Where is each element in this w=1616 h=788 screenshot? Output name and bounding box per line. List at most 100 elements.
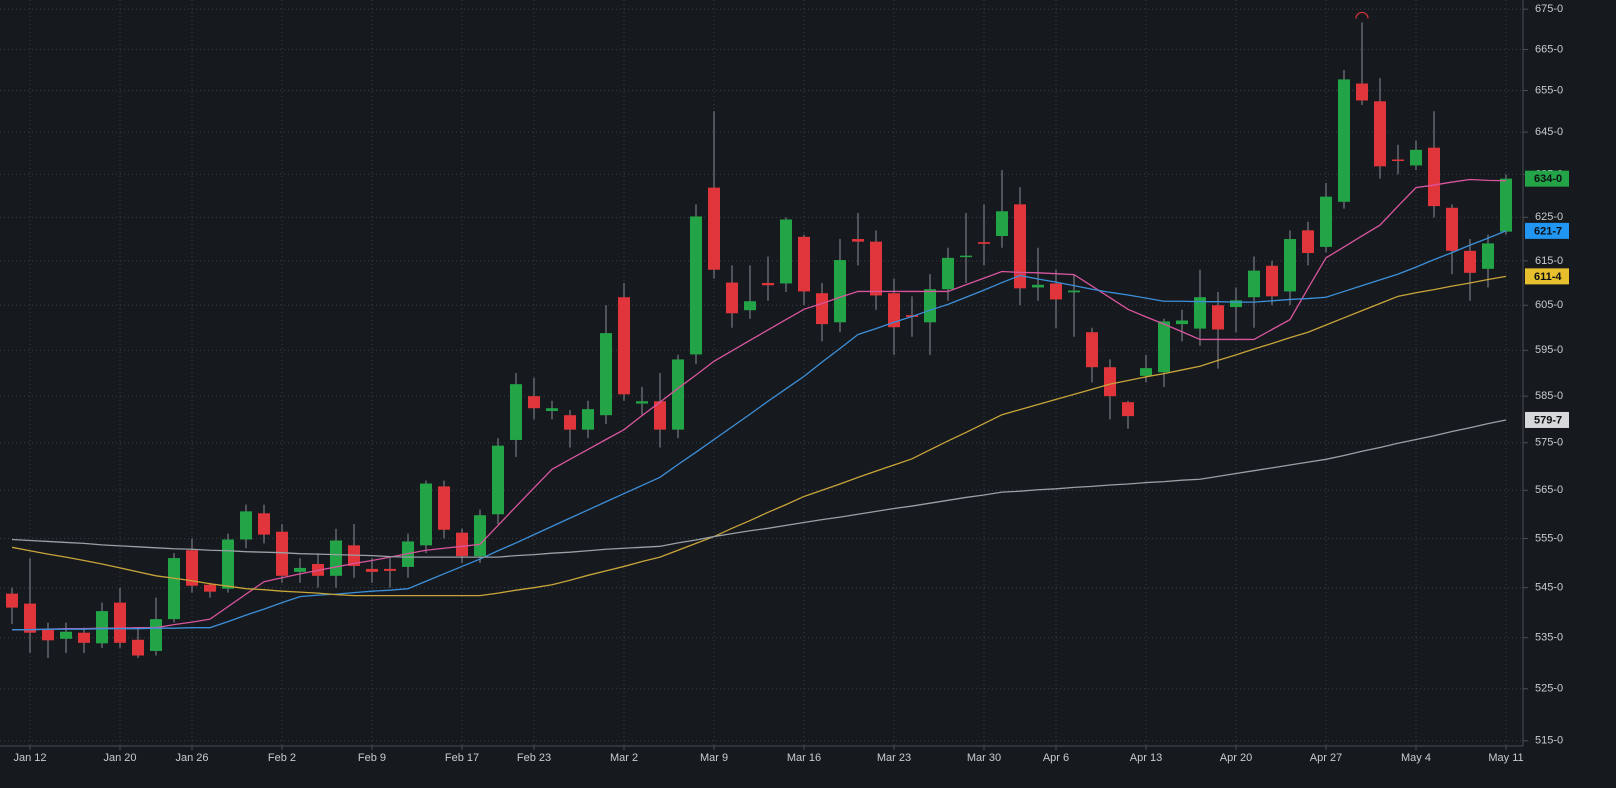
candle-body xyxy=(150,619,162,651)
candle-body xyxy=(618,297,630,395)
x-tick-label: Feb 23 xyxy=(517,752,551,764)
x-tick-label: Mar 30 xyxy=(967,752,1001,764)
x-tick-label: Mar 9 xyxy=(700,752,728,764)
candle-body xyxy=(1284,239,1296,292)
candle-body xyxy=(1230,300,1242,308)
candle-body xyxy=(888,293,900,328)
candle-body xyxy=(96,611,108,644)
candle-body xyxy=(1140,368,1152,376)
y-tick-label: 625-0 xyxy=(1535,211,1563,223)
candle-body xyxy=(564,415,576,430)
candle-body xyxy=(1086,332,1098,368)
moving-average-line xyxy=(11,275,1507,597)
candle-body xyxy=(384,568,396,571)
candle-body xyxy=(294,567,306,572)
candle-body xyxy=(1302,230,1314,254)
candle-body xyxy=(1068,290,1080,293)
candle-body xyxy=(330,540,342,576)
y-tick-label: 665-0 xyxy=(1535,43,1563,55)
candle-body xyxy=(780,219,792,284)
candle-body xyxy=(1122,402,1134,417)
candle-body xyxy=(1338,79,1350,202)
candle-body xyxy=(60,631,72,639)
x-tick-label: Apr 13 xyxy=(1130,752,1162,764)
candle-body xyxy=(1104,367,1116,397)
candle-body xyxy=(816,293,828,325)
candle-body xyxy=(600,333,612,416)
x-tick-label: Feb 2 xyxy=(268,752,296,764)
candle-body xyxy=(1464,250,1476,273)
candle-body xyxy=(528,396,540,409)
y-tick-label: 595-0 xyxy=(1535,344,1563,356)
candle-body xyxy=(636,401,648,404)
high-marker xyxy=(1355,11,1369,19)
candle-body xyxy=(582,409,594,430)
price-label-box xyxy=(1525,170,1569,187)
candle-body xyxy=(1356,83,1368,101)
x-tick-label: Mar 16 xyxy=(787,752,821,764)
x-tick-label: Jan 20 xyxy=(103,752,136,764)
candle-body xyxy=(78,632,90,643)
y-tick-label: 615-0 xyxy=(1535,255,1563,267)
price-label-box xyxy=(1525,222,1569,239)
candle-body xyxy=(1374,101,1386,167)
x-tick-label: May 11 xyxy=(1488,752,1523,764)
candle-body xyxy=(942,257,954,290)
candle-body xyxy=(1446,207,1458,251)
x-tick-label: Jan 26 xyxy=(175,752,208,764)
price-label: 634-0 xyxy=(1534,173,1562,185)
price-label-box xyxy=(1525,268,1569,285)
x-tick-label: Apr 6 xyxy=(1043,752,1069,764)
price-label: 579-7 xyxy=(1534,414,1562,426)
price-label-box xyxy=(1525,411,1569,428)
candle-body xyxy=(1050,283,1062,300)
candle-body xyxy=(1014,204,1026,289)
candle-body xyxy=(222,539,234,589)
candle-body xyxy=(546,408,558,411)
candle-body xyxy=(6,593,18,608)
y-tick-label: 565-0 xyxy=(1535,484,1563,496)
y-tick-label: 545-0 xyxy=(1535,582,1563,594)
x-tick-label: Apr 27 xyxy=(1310,752,1342,764)
y-tick-label: 535-0 xyxy=(1535,632,1563,644)
price-label: 611-4 xyxy=(1534,271,1562,283)
moving-average-line xyxy=(12,230,1507,631)
candle-body xyxy=(996,211,1008,236)
y-tick-label: 575-0 xyxy=(1535,437,1563,449)
candle-body xyxy=(870,241,882,296)
candle-body xyxy=(726,282,738,314)
y-tick-label: 555-0 xyxy=(1535,532,1563,544)
candle-body xyxy=(474,515,486,557)
y-tick-label: 655-0 xyxy=(1535,84,1563,96)
candle-body xyxy=(438,486,450,530)
y-tick-label: 515-0 xyxy=(1535,735,1563,747)
candle-body xyxy=(1158,321,1170,373)
candle-body xyxy=(510,384,522,440)
candle-body xyxy=(276,531,288,576)
y-tick-label: 645-0 xyxy=(1535,126,1563,138)
candle-body xyxy=(420,483,432,546)
moving-average-line xyxy=(11,419,1507,558)
candle-body xyxy=(240,511,252,540)
candle-body xyxy=(1032,284,1044,288)
x-tick-label: May 4 xyxy=(1401,752,1431,764)
candle-body xyxy=(456,532,468,557)
candle-body xyxy=(924,289,936,323)
candle-body xyxy=(204,584,216,592)
candle-body xyxy=(654,401,666,430)
candle-body xyxy=(744,301,756,311)
x-tick-label: Feb 17 xyxy=(445,752,479,764)
x-tick-label: Feb 9 xyxy=(358,752,386,764)
price-label: 621-7 xyxy=(1534,225,1562,237)
y-tick-label: 675-0 xyxy=(1535,3,1563,15)
y-tick-label: 605-0 xyxy=(1535,299,1563,311)
candle-body xyxy=(672,359,684,430)
candle-body xyxy=(690,216,702,355)
candle-body xyxy=(1266,265,1278,297)
candle-body xyxy=(1410,149,1422,166)
candle-body xyxy=(186,550,198,586)
x-tick-label: Apr 20 xyxy=(1220,752,1252,764)
candle-body xyxy=(978,242,990,244)
candle-body xyxy=(762,283,774,286)
candle-body xyxy=(852,239,864,242)
